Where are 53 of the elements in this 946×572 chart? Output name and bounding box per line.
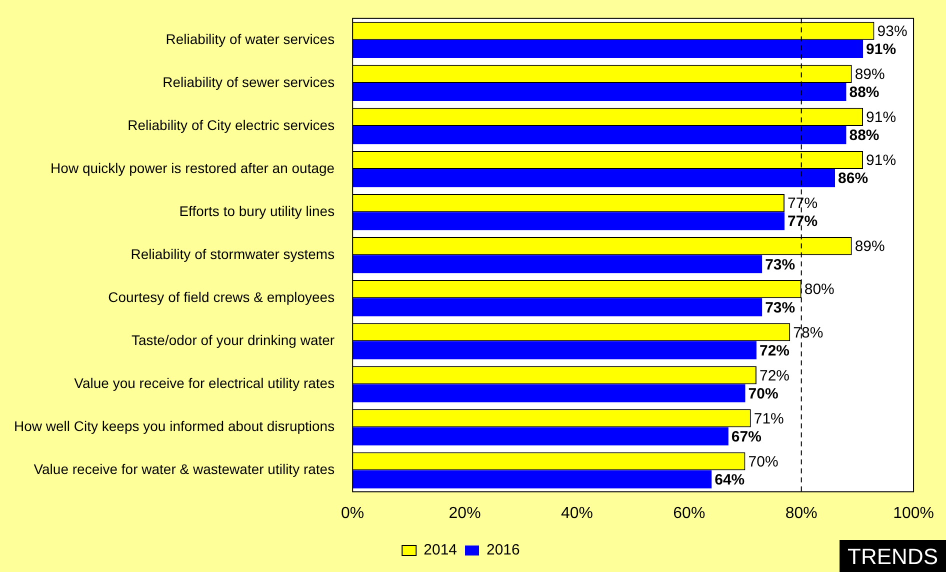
y-tick-label: Value receive for water & wastewater utility rates [34,461,335,478]
bar [352,298,762,316]
data-label: 88% [849,127,880,144]
x-tick-label: 20% [448,504,481,522]
data-label: 70% [748,385,778,402]
x-tick-label: 80% [785,504,818,522]
data-label: 89% [854,238,885,256]
bar [352,470,712,488]
y-tick-label: Courtesy of field crews & employees [108,288,335,305]
data-label: 72% [759,342,790,360]
bar [352,384,746,402]
y-tick-label: Taste/odor of your drinking water [131,332,335,348]
y-tick-label: Efforts to bury utility lines [179,202,335,219]
y-tick-label: Value you receive for electrical utility rates [74,375,335,392]
data-label: 73% [765,299,796,316]
bar [352,82,846,102]
data-label: 77% [788,195,818,212]
y-tick-label: Reliability of City electric services [128,116,335,133]
y-tick-label: Reliability of water services [166,30,335,47]
data-label: 86% [838,170,868,188]
bar [352,40,864,58]
data-label: 91% [866,109,896,126]
bar [352,255,762,274]
data-label: 70% [748,453,778,470]
data-label: 91% [866,152,896,170]
bar [352,126,846,144]
bar [352,212,785,230]
x-tick-label: 100% [893,504,934,522]
data-label: 64% [714,471,745,488]
bar [352,341,756,360]
data-label: 78% [793,324,824,342]
x-tick-label: 40% [560,504,593,522]
data-label: 93% [877,23,908,40]
data-label: 67% [731,428,762,446]
data-label: 73% [765,256,796,274]
x-tick-label: 60% [673,504,706,522]
text: TRENDS [848,544,938,570]
bar [352,427,728,446]
data-label: 88% [849,84,880,102]
y-tick-label: Reliability of sewer services [162,74,335,90]
data-label: 72% [759,367,790,384]
x-tick-label: 0% [341,504,364,522]
y-tick-label: How well City keeps you informed about disruptions [14,418,335,434]
bar [352,169,836,188]
legend-label: 2014 [424,542,458,559]
legend-label: 2016 [486,542,520,559]
y-tick-label: Reliability of stormwater systems [130,246,335,262]
data-label: 71% [754,410,784,428]
data-label: 77% [788,213,818,230]
data-label: 89% [854,66,885,84]
y-tick-label: How quickly power is restored after an outage [50,160,335,176]
data-label: 91% [866,41,896,58]
data-label: 80% [804,281,834,298]
